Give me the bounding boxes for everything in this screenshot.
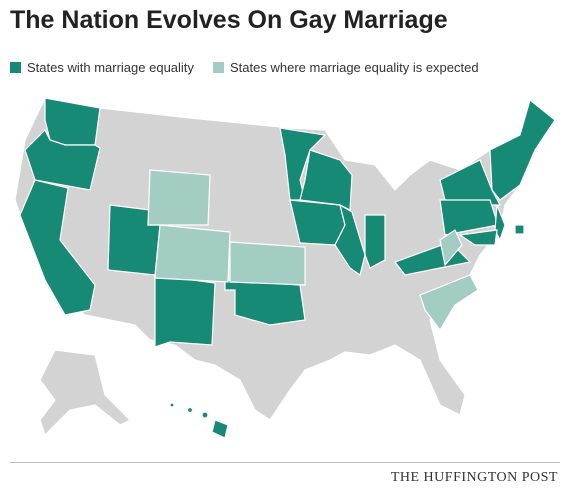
legend-label: States where marriage equality is expect… — [230, 60, 479, 75]
state — [24, 128, 101, 191]
legend-swatch — [10, 62, 21, 73]
state — [364, 214, 386, 269]
state — [44, 97, 101, 146]
state — [458, 229, 498, 246]
state — [334, 203, 366, 276]
state — [419, 274, 479, 332]
legend-label: States with marriage equality — [27, 60, 194, 75]
equality-states — [19, 97, 556, 439]
state — [489, 98, 556, 201]
dc-marker — [514, 224, 525, 235]
legend-item: States with marriage equality — [10, 60, 194, 75]
source: THE HUFFINGTON POST — [390, 470, 558, 485]
state — [229, 241, 306, 286]
island — [169, 402, 175, 408]
divider — [10, 462, 560, 463]
legend-swatch — [213, 62, 224, 73]
island — [186, 406, 194, 414]
legend-item: States where marriage equality is expect… — [213, 60, 479, 75]
expected-states — [147, 169, 479, 332]
island — [211, 419, 229, 439]
island — [201, 411, 209, 419]
state — [494, 204, 506, 242]
state — [224, 279, 306, 326]
state — [439, 229, 463, 267]
state — [19, 179, 96, 316]
state — [154, 274, 216, 348]
title: The Nation Evolves On Gay Marriage — [10, 6, 448, 34]
state — [154, 224, 231, 283]
alaska — [39, 349, 132, 437]
state — [147, 169, 211, 226]
